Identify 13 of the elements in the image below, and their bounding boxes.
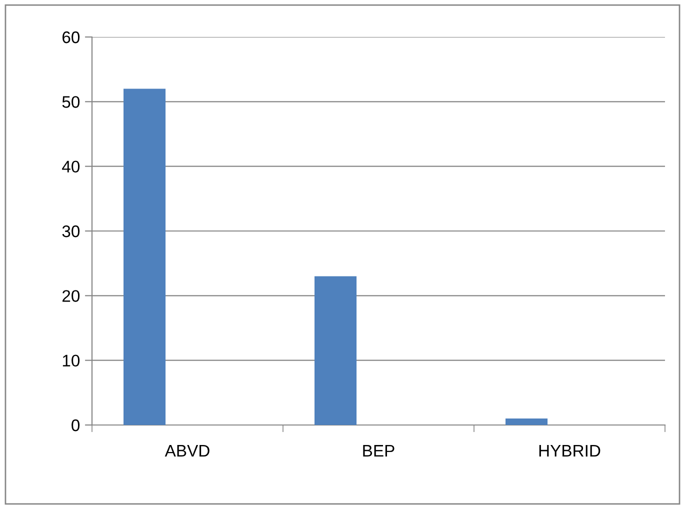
bar [314,276,357,425]
bar [506,418,548,425]
y-tick-label: 30 [62,225,80,238]
y-tick-label: 20 [62,290,80,302]
x-tick-label: BEP [363,445,394,457]
bar [124,88,166,425]
x-tick-label: ABVD [164,445,210,457]
y-tick-label: 60 [62,31,80,44]
x-tick-label: HYBRID [539,445,600,457]
y-tick-label: 10 [62,354,80,367]
y-tick-label: 0 [72,419,80,432]
y-tick-label: 50 [62,96,80,108]
y-tick-label: 40 [62,160,80,173]
